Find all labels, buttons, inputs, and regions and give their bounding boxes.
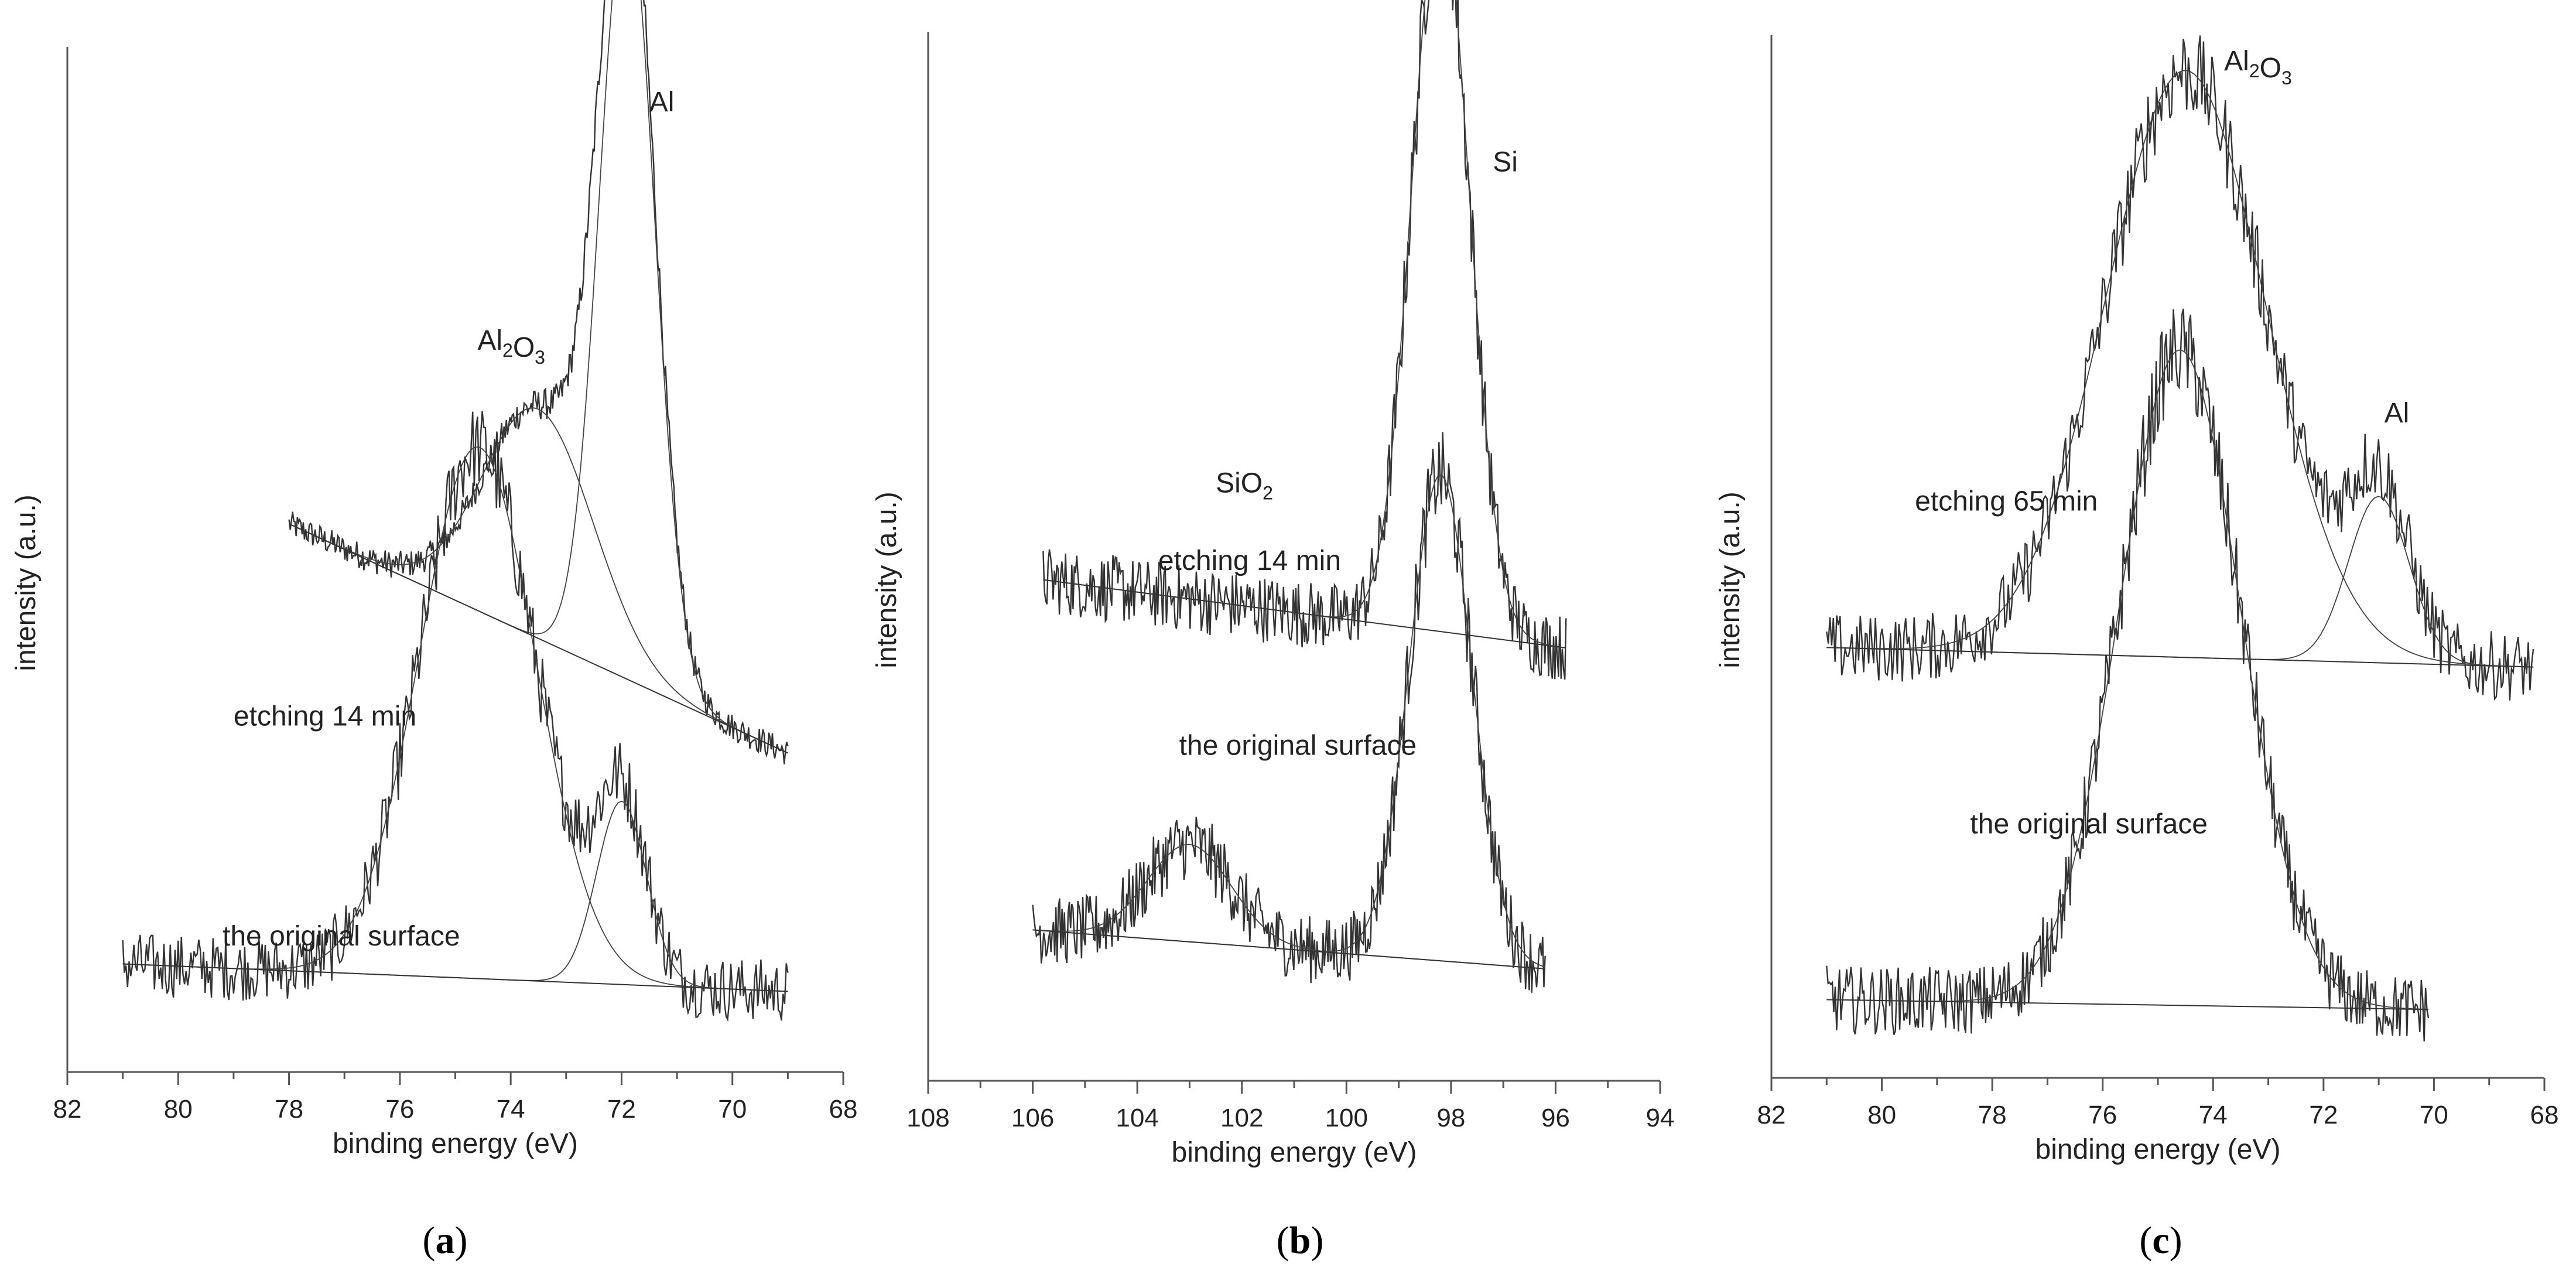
y-axis-label: intensity (a.u.) [871,491,902,668]
annotation: Al [649,87,675,118]
x-tick-label: 82 [53,1095,82,1124]
x-tick-label: 96 [1541,1104,1570,1132]
x-tick-label: 78 [1978,1101,2007,1129]
x-tick-label: 72 [607,1095,636,1124]
x-tick-label: 106 [1011,1104,1054,1132]
series-raw-0 [1042,0,1567,680]
x-axis-label: binding energy (eV) [333,1128,578,1159]
caption-a: (a) [422,1219,468,1262]
caption-b: (b) [1276,1219,1324,1262]
x-tick-label: 98 [1436,1104,1465,1132]
fit-component-1-0 [1826,349,2429,1010]
series-raw-1 [1826,308,2430,1042]
annotation: Si [1493,147,1518,178]
series-raw-0 [288,0,789,764]
panel-c: 82 80 78 76 74 72 70 68 binding energy (eV) inten… [1715,35,2558,1165]
panel-a: 82 80 78 76 74 72 70 68 binding energy (eV) inten… [11,0,857,1159]
caption-c: (c) [2139,1219,2182,1262]
annotation: etching 14 min [1158,545,1341,576]
x-tick-label: 76 [2088,1101,2117,1129]
annotation: the original surface [223,921,460,952]
x-axis-label: binding energy (eV) [2036,1134,2281,1165]
x-tick-label: 78 [275,1095,303,1124]
x-tick-label: 68 [2530,1101,2559,1129]
annotation: the original surface [1179,730,1417,762]
x-tick-label: 102 [1220,1104,1263,1132]
baseline-0 [289,523,788,754]
y-axis-label: intensity (a.u.) [11,494,42,671]
baseline-1 [1826,999,2429,1011]
x-tick-label: 80 [164,1095,193,1124]
baseline-1 [1032,929,1545,969]
x-tick-label: 80 [1867,1101,1896,1129]
x-tick-label: 82 [1757,1101,1786,1129]
x-tick-label: 72 [2309,1101,2338,1129]
fit-component-1-0 [1032,844,1545,969]
annotation: Al [2385,398,2410,429]
fit-component-0-0 [1826,70,2534,668]
x-tick-label: 70 [718,1095,747,1124]
annotation: etching 14 min [234,701,416,732]
panel-b: 108 106 104 102 100 98 96 94 binding energy (eV)… [871,0,1674,1168]
x-tick-label: 76 [385,1095,414,1124]
x-tick-label: 108 [906,1104,949,1132]
fit-component-0-1 [289,407,788,754]
x-tick-label: 74 [2199,1101,2228,1129]
x-tick-label: 74 [497,1095,525,1124]
x-tick-label: 104 [1116,1104,1158,1132]
fit-component-0-0 [289,0,788,754]
annotation: the original surface [1970,809,2208,840]
annotation: Al2O3 [2224,46,2292,88]
fit-component-0-1 [1826,496,2534,668]
series-raw-1 [1032,432,1546,993]
series-raw-1 [122,411,789,1022]
annotation: Al2O3 [477,325,545,368]
y-axis-label: intensity (a.u.) [1715,491,1746,668]
x-tick-label: 94 [1646,1104,1675,1132]
annotation: etching 65 min [1915,486,2098,517]
annotation: SiO2 [1216,467,1273,503]
x-tick-label: 68 [829,1095,858,1124]
baseline-1 [122,963,788,992]
x-axis-label: binding energy (eV) [1172,1137,1417,1168]
baseline-0 [1043,579,1566,648]
baseline-0 [1826,647,2534,668]
x-tick-label: 100 [1325,1104,1368,1132]
x-tick-label: 70 [2420,1101,2448,1129]
